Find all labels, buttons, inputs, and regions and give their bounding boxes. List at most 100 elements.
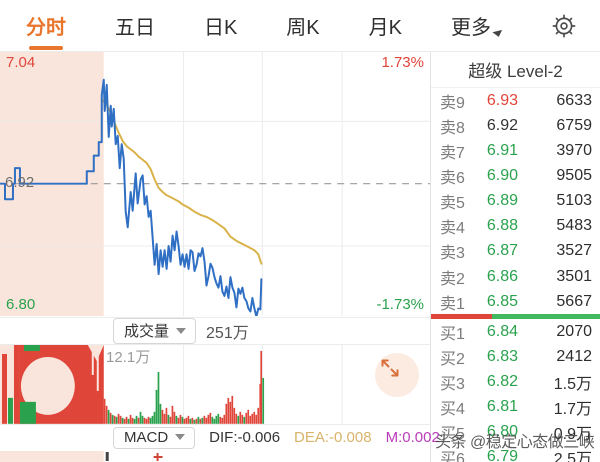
macd-m-value: M:0.002 [385, 429, 440, 446]
level2-volume: 3501 [556, 267, 592, 285]
chart-pct-low-label: -1.73% [376, 296, 424, 313]
level2-row-label: 卖6 [440, 169, 465, 187]
buy-order-row[interactable]: 买5 6.80 0.9万 [431, 420, 600, 445]
level2-volume: 2.5万 [553, 451, 592, 462]
level2-volume: 1.5万 [553, 375, 592, 393]
level2-sell-orders: 卖9 6.93 6633 卖8 6.92 6759 卖7 6.91 3970 卖6 6.90 9505… [431, 88, 600, 314]
level2-buy-orders: 买1 6.84 2070 买2 6.83 2412 买3 6.82 1.5万 买4 6.81 1.7万… [431, 319, 600, 462]
level2-price: 6.82 [486, 372, 518, 390]
level2-volume: 5103 [556, 192, 592, 210]
expand-chart-button[interactable] [375, 353, 419, 397]
macd-indicator-label: MACD [124, 428, 169, 446]
level2-row-label: 卖9 [440, 94, 465, 112]
chevron-down-icon [176, 327, 187, 334]
volume-chart-canvas [0, 345, 343, 424]
buy-ratio-segment [491, 314, 600, 319]
macd-header-row: MACD DIF:-0.006 DEA:-0.008 M:0.002 [0, 424, 440, 450]
buy-order-row[interactable]: 买1 6.84 2070 [431, 319, 600, 344]
level2-price: 6.91 [486, 141, 518, 159]
level2-row-label: 买1 [440, 325, 465, 343]
level2-volume: 2070 [556, 322, 592, 340]
watermark: 头条 @稳定心态做三峡 [435, 434, 595, 451]
tab-label: 五日 [114, 17, 155, 39]
gear-icon [552, 14, 576, 37]
macd-chart[interactable] [0, 450, 430, 462]
dropdown-triangle-icon [492, 29, 504, 39]
level2-volume: 6633 [556, 91, 592, 109]
level2-price: 6.84 [486, 322, 518, 340]
macd-chart-canvas [0, 450, 163, 462]
macd-dif-value: DIF:-0.006 [209, 429, 281, 446]
level2-volume: 3970 [556, 141, 592, 159]
buy-order-row[interactable]: 买3 6.82 1.5万 [431, 369, 600, 394]
sell-order-row[interactable]: 卖1 6.85 5667 [431, 289, 600, 314]
tab-月K[interactable]: 月K [369, 11, 402, 40]
level2-volume: 5667 [556, 292, 592, 310]
level2-price: 6.90 [486, 166, 518, 184]
level2-volume: 1.7万 [553, 400, 592, 418]
sell-order-row[interactable]: 卖4 6.88 5483 [431, 214, 600, 239]
tab-label: 日K [203, 17, 238, 39]
level2-row-label: 卖7 [440, 144, 465, 162]
level2-row-label: 卖4 [440, 220, 465, 238]
settings-button[interactable] [552, 14, 576, 38]
macd-indicator-dropdown[interactable]: MACD [113, 426, 196, 449]
level2-row-label: 买2 [440, 350, 465, 368]
sell-order-row[interactable]: 卖2 6.86 3501 [431, 264, 600, 289]
expand-arrows-icon [381, 359, 399, 377]
volume-header-row: 成交量 251万 [0, 317, 430, 345]
level2-price: 6.83 [486, 347, 518, 365]
sell-order-row[interactable]: 卖6 6.90 9505 [431, 163, 600, 188]
tab-label: 周K [286, 17, 320, 39]
chart-low-label: 6.80 [6, 296, 36, 313]
sell-order-row[interactable]: 卖5 6.89 5103 [431, 189, 600, 214]
tab-label: 分时 [26, 17, 66, 39]
intraday-chart-canvas [0, 52, 430, 317]
level2-price: 6.85 [486, 292, 518, 310]
chart-high-label: 7.04 [6, 54, 36, 71]
volume-chart[interactable]: 12.1万 [0, 345, 430, 424]
level2-volume: 5483 [556, 217, 592, 235]
tab-五日[interactable]: 五日 [115, 11, 155, 40]
tab-周K[interactable]: 周K [286, 11, 319, 40]
volume-indicator-dropdown[interactable]: 成交量 [113, 318, 197, 344]
buy-order-row[interactable]: 买6 6.79 2.5万 [431, 445, 600, 462]
level2-row-label: 卖3 [440, 245, 465, 263]
sell-order-row[interactable]: 卖3 6.87 3527 [431, 239, 600, 264]
volume-indicator-label: 成交量 [124, 323, 170, 340]
chart-column: 7.04 1.73% 6.92 6.80 -1.73% 成交量 251万 12.… [0, 52, 440, 462]
sell-order-row[interactable]: 卖7 6.91 3970 [431, 138, 600, 163]
level2-row-label: 卖5 [440, 195, 465, 213]
tab-label: 更多 [450, 17, 491, 39]
buy-order-row[interactable]: 买2 6.83 2412 [431, 344, 600, 369]
level2-row-label: 买3 [440, 375, 465, 393]
level2-price: 6.86 [486, 267, 518, 285]
level2-panel: 超级 Level-2 卖9 6.93 6633 卖8 6.92 6759 卖7 6.91 397… [431, 52, 600, 462]
macd-dea-value: DEA:-0.008 [294, 429, 372, 446]
tab-label: 月K [368, 17, 402, 39]
chart-prev-close-label: 6.92 [5, 174, 35, 191]
intraday-chart[interactable]: 7.04 1.73% 6.92 6.80 -1.73% [0, 52, 430, 317]
level2-row-label: 卖8 [440, 119, 465, 137]
level2-row-label: 买6 [440, 451, 465, 462]
level2-title: 超级 Level-2 [431, 52, 600, 88]
level2-row-label: 买4 [440, 400, 465, 418]
tab-更多[interactable]: 更多 [450, 11, 504, 40]
sell-order-row[interactable]: 卖8 6.92 6759 [431, 113, 600, 138]
level2-row-label: 卖1 [440, 295, 465, 313]
tab-分时[interactable]: 分时 [26, 11, 66, 40]
level2-volume: 0.9万 [553, 426, 592, 444]
level2-price: 6.88 [486, 217, 518, 235]
level2-price: 6.79 [486, 448, 518, 462]
volume-max-label: 12.1万 [106, 349, 151, 366]
volume-total-value: 251万 [206, 325, 249, 342]
level2-volume: 2412 [556, 347, 592, 365]
tab-日K[interactable]: 日K [204, 11, 237, 40]
level2-price: 6.87 [486, 242, 518, 260]
sell-order-row[interactable]: 卖9 6.93 6633 [431, 88, 600, 113]
chart-period-tabs: 分时 五日 日K 周K 月K 更多 [0, 0, 600, 52]
level2-price: 6.93 [486, 91, 518, 109]
level2-price: 6.89 [486, 192, 518, 210]
buy-order-row[interactable]: 买4 6.81 1.7万 [431, 394, 600, 419]
